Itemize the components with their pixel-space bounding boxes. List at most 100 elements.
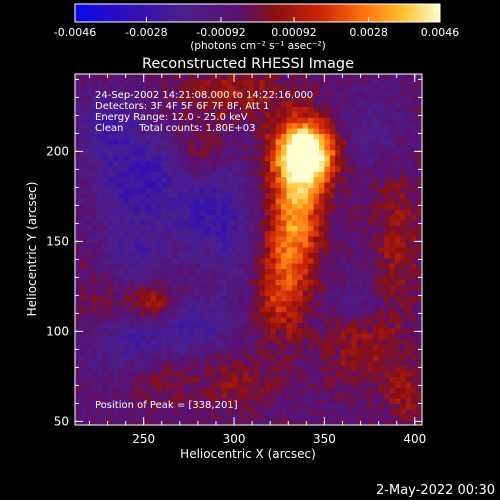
heatmap-cell [313,165,320,172]
heatmap-cell [161,236,168,242]
heatmap-cell [286,176,293,183]
heatmap-cell [123,95,130,102]
heatmap-cell [389,144,396,151]
heatmap-cell [384,203,391,210]
heatmap-cell [145,133,152,140]
heatmap-cell [416,187,422,194]
heatmap-cell [367,338,374,345]
heatmap-cell [389,290,396,296]
heatmap-cell [215,263,222,269]
heatmap-cell [107,376,114,383]
heatmap-cell [405,133,412,140]
heatmap-cell [248,209,255,215]
heatmap-cell [161,74,168,80]
heatmap-cell [318,365,325,372]
heatmap-cell [270,419,277,425]
heatmap-cell [178,101,185,107]
heatmap-cell [183,360,190,367]
heatmap-cell [102,257,109,264]
heatmap-cell [75,392,82,399]
heatmap-cell [356,257,363,264]
heatmap-cell [281,79,288,86]
heatmap-cell [112,354,119,361]
heatmap-cell [367,198,374,205]
heatmap-cell [172,371,179,377]
heatmap-cell [221,252,228,259]
heatmap-cell [183,95,190,102]
heatmap-cell [248,236,255,242]
heatmap-cell [297,300,304,307]
heatmap-cell [291,284,298,291]
y-tick-label: 150 [46,234,69,248]
heatmap-cell [416,284,422,291]
heatmap-cell [346,403,353,410]
heatmap-cell [384,160,391,167]
heatmap-cell [140,79,147,86]
heatmap-cell [134,111,141,118]
heatmap-cell [270,322,277,329]
heatmap-cell [270,408,277,415]
heatmap-cell [281,403,288,410]
heatmap-cell [248,354,255,361]
heatmap-cell [318,403,325,410]
heatmap-cell [188,219,195,226]
heatmap-cell [129,133,136,140]
heatmap-cell [145,311,152,318]
heatmap-cell [416,128,422,134]
heatmap-cell [232,317,239,323]
heatmap-cell [340,171,347,178]
heatmap-cell [275,398,282,404]
heatmap-cell [308,279,315,286]
heatmap-cell [226,101,233,107]
heatmap-cell [308,376,315,383]
heatmap-cell [107,371,114,377]
heatmap-cell [313,333,320,340]
heatmap-cell [346,95,353,102]
heatmap-cell [140,84,147,91]
heatmap-cell [232,333,239,340]
heatmap-cell [237,246,244,253]
heatmap-cell [129,182,136,188]
heatmap-cell [264,306,271,313]
heatmap-cell [118,381,125,388]
heatmap-cell [194,317,201,323]
heatmap-cell [275,138,282,145]
heatmap-cell [183,246,190,253]
heatmap-cell [215,246,222,253]
heatmap-cell [183,111,190,118]
heatmap-cell [129,138,136,145]
heatmap-cell [134,392,141,399]
heatmap-cell [356,144,363,151]
heatmap-cell [253,241,260,248]
heatmap-cell [340,398,347,404]
heatmap-cell [378,219,385,226]
heatmap-cell [400,171,407,178]
heatmap-cell [129,74,136,80]
heatmap-cell [313,279,320,286]
heatmap-cell [210,138,217,145]
heatmap-cell [281,338,288,345]
heatmap-cell [253,349,260,356]
heatmap-cell [340,419,347,425]
heatmap-cell [264,317,271,323]
heatmap-cell [215,344,222,350]
heatmap-cell [253,101,260,107]
heatmap-cell [237,317,244,323]
heatmap-cell [215,209,222,215]
heatmap-cell [329,149,336,156]
heatmap-cell [205,160,212,167]
heatmap-cell [172,198,179,205]
heatmap-cell [351,171,358,178]
heatmap-cell [205,403,212,410]
heatmap-cell [178,376,185,383]
heatmap-cell [161,230,168,237]
heatmap-cell [356,419,363,425]
heatmap-cell [226,144,233,151]
heatmap-cell [362,360,369,367]
heatmap-cell [243,128,250,134]
heatmap-cell [351,165,358,172]
heatmap-cell [378,317,385,323]
heatmap-cell [270,122,277,129]
heatmap-cell [248,365,255,372]
heatmap-cell [91,349,98,356]
